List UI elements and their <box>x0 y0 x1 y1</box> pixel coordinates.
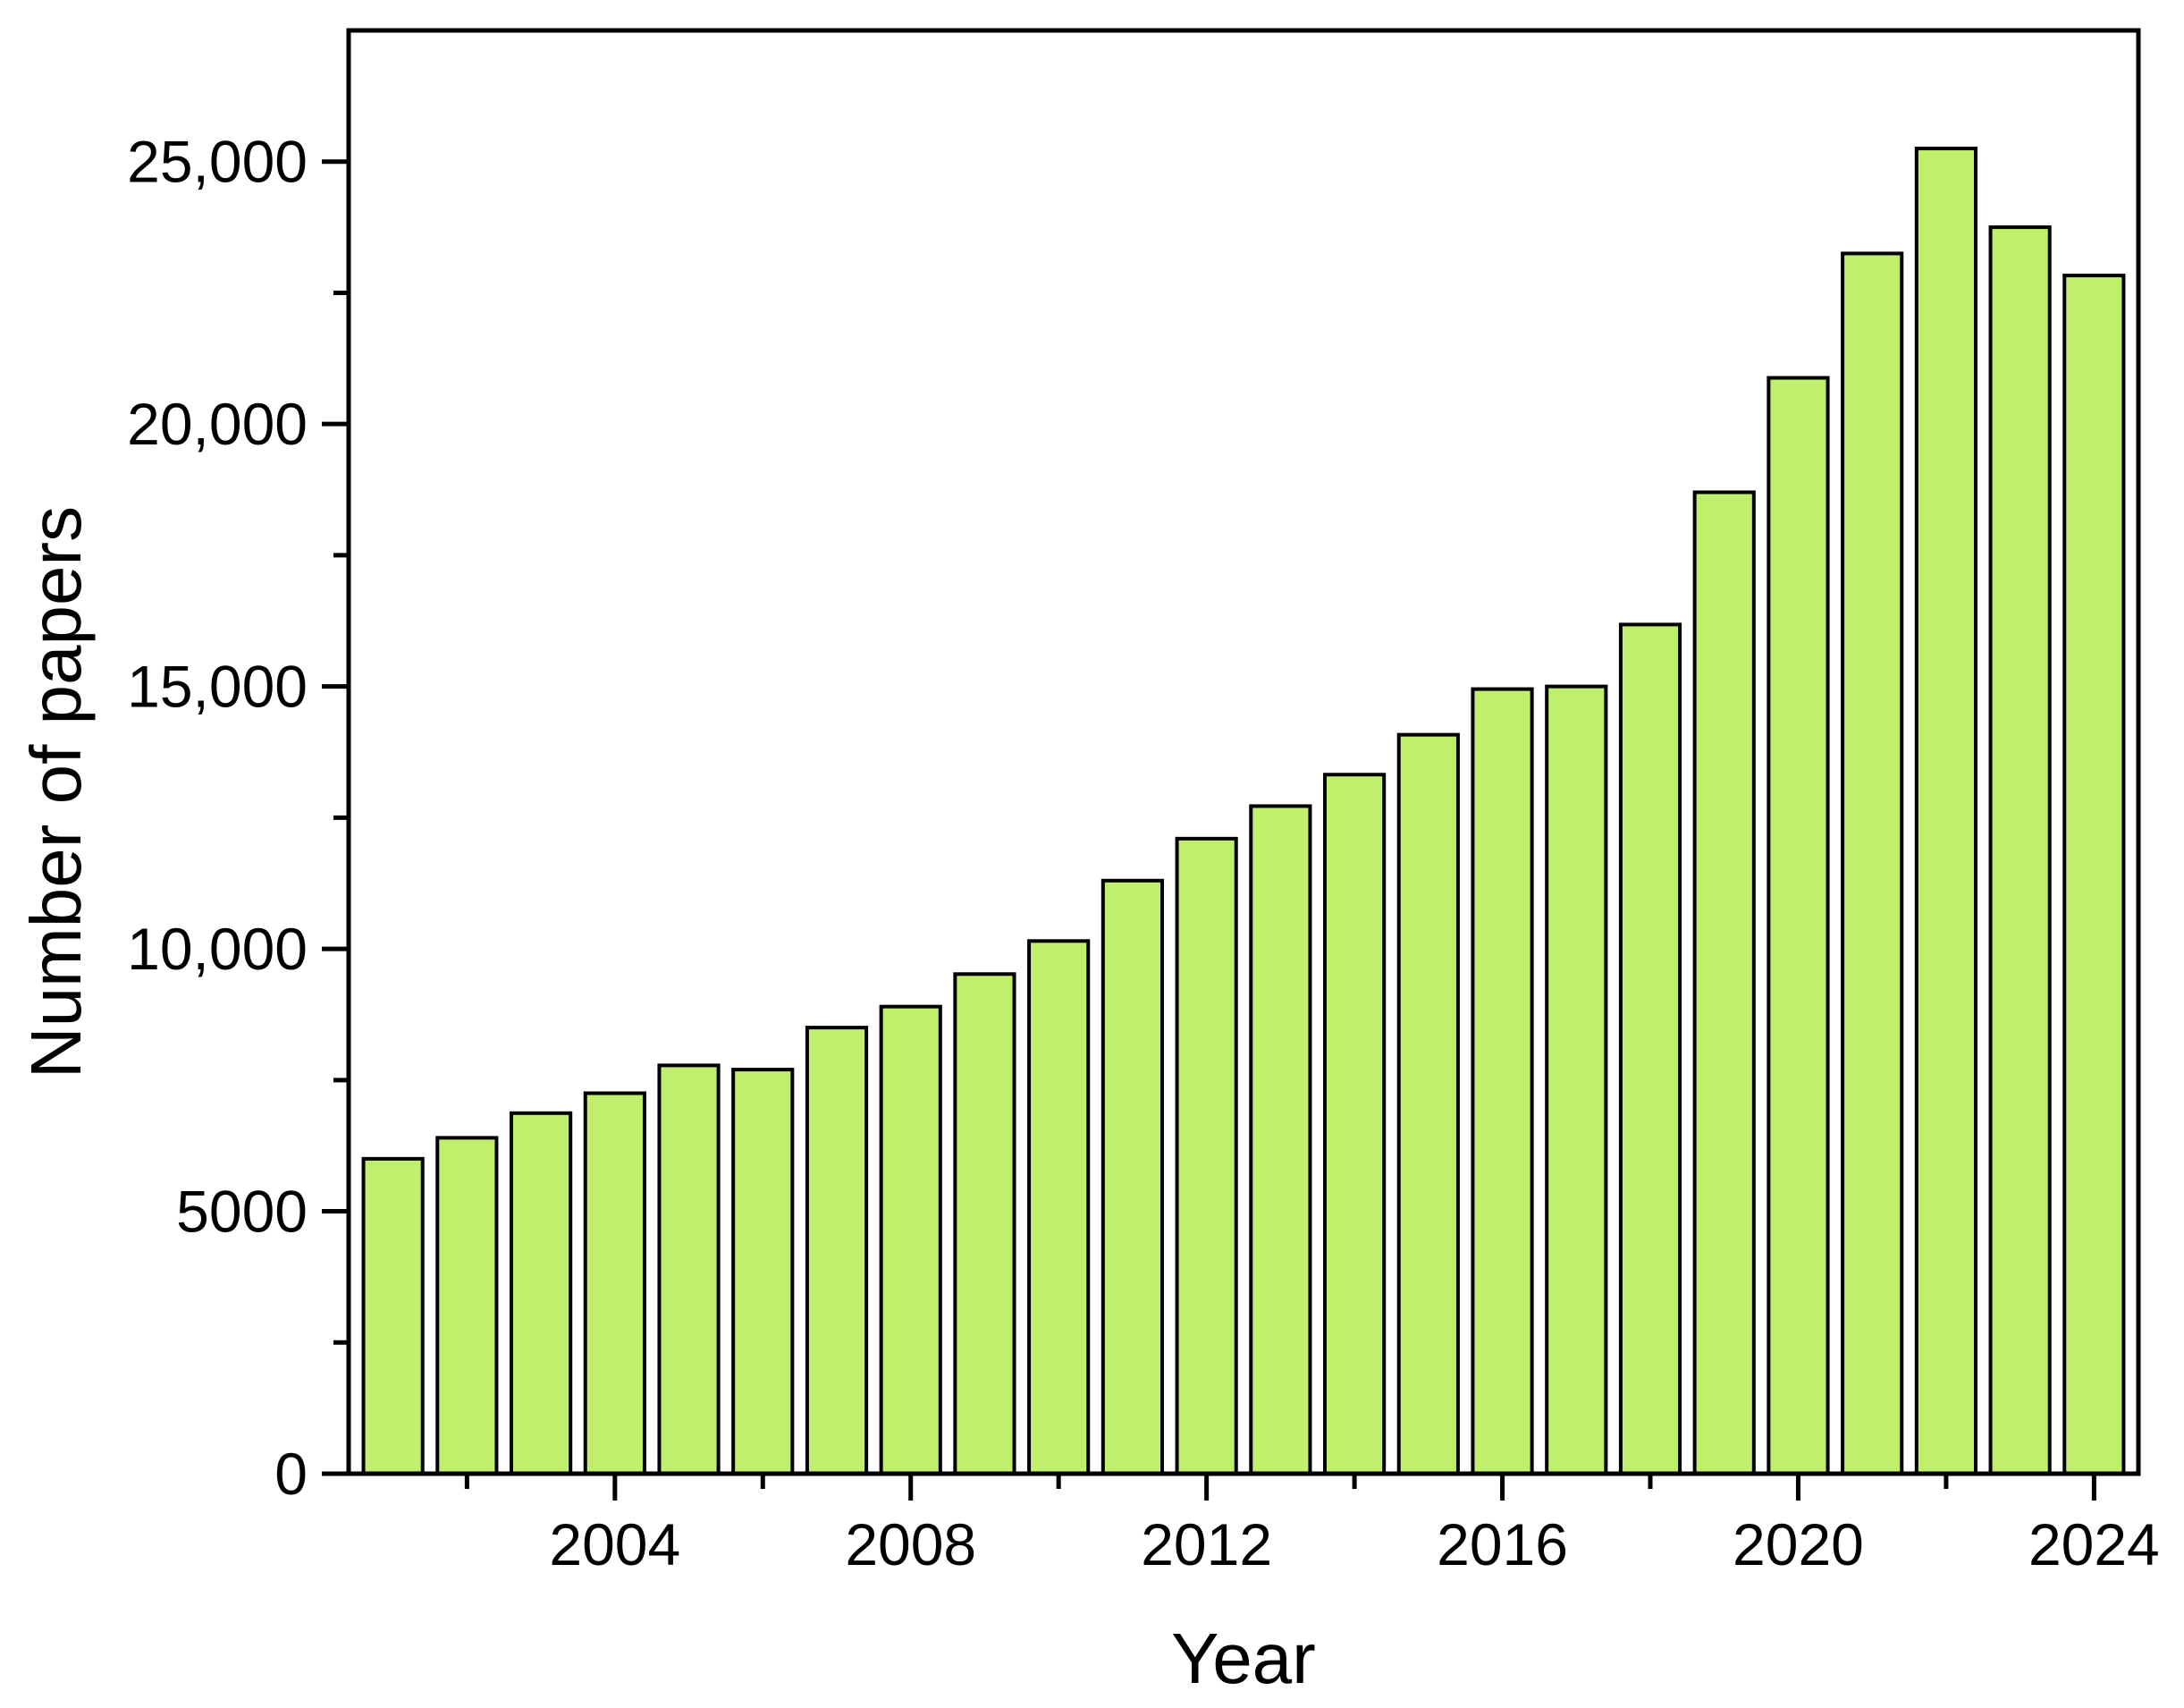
bar-2009 <box>953 972 1016 1475</box>
x-tick-label-2004: 2004 <box>549 1511 680 1577</box>
x-tick-label-2016: 2016 <box>1437 1511 1568 1577</box>
y-tick-label-15000: 15,000 <box>127 654 308 720</box>
ticks-layer <box>322 159 2096 1501</box>
x-axis-title: Year <box>1171 1619 1316 1698</box>
bar-2007 <box>805 1026 869 1475</box>
bar-2004 <box>583 1091 646 1475</box>
bar-2003 <box>510 1111 573 1476</box>
bar-2011 <box>1100 878 1164 1475</box>
bar-2014 <box>1323 773 1387 1475</box>
bar-2001 <box>361 1156 425 1475</box>
bar-2018 <box>1618 622 1682 1475</box>
y-tick-label-10000: 10,000 <box>127 916 308 982</box>
bar-2016 <box>1471 687 1534 1475</box>
bar-2022 <box>1914 147 1978 1475</box>
bar-2012 <box>1175 836 1238 1475</box>
plot-frame <box>346 28 2141 1476</box>
y-tick-label-20000: 20,000 <box>127 391 308 457</box>
y-tick-label-5000: 5000 <box>176 1179 308 1245</box>
y-tick-label-0: 0 <box>274 1441 308 1507</box>
x-tick-label-2024: 2024 <box>2028 1511 2160 1577</box>
bar-2023 <box>1988 225 2052 1476</box>
bar-2006 <box>731 1068 795 1475</box>
bar-2019 <box>1692 490 1756 1475</box>
y-axis-title: Number of papers <box>16 506 96 1078</box>
bar-2015 <box>1396 732 1460 1475</box>
bar-2021 <box>1841 251 1904 1476</box>
tick-labels-layer: 0 5000 10,000 15,000 20,000 25,000 2004 2008 201… <box>127 129 2160 1577</box>
bar-2002 <box>435 1136 499 1475</box>
bar-2013 <box>1249 804 1312 1475</box>
x-tick-label-2012: 2012 <box>1141 1511 1272 1577</box>
bar-2020 <box>1767 376 1830 1475</box>
y-tick-label-25000: 25,000 <box>127 129 308 195</box>
x-tick-label-2020: 2020 <box>1733 1511 1864 1577</box>
bar-2017 <box>1545 684 1608 1475</box>
bar-2005 <box>657 1063 721 1475</box>
bars-layer <box>361 147 2126 1476</box>
bar-2010 <box>1027 939 1091 1476</box>
bar-2008 <box>879 1004 942 1475</box>
bar-2024 <box>2062 274 2126 1476</box>
x-tick-label-2008: 2008 <box>845 1511 976 1577</box>
